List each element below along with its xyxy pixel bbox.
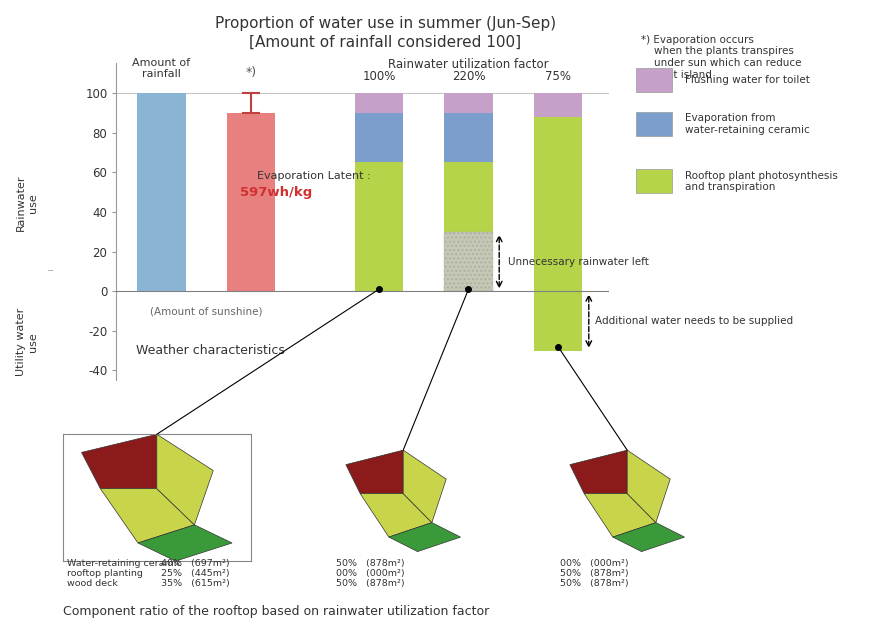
Polygon shape bbox=[627, 450, 670, 522]
Text: Proportion of water use in summer (Jun-Sep): Proportion of water use in summer (Jun-S… bbox=[215, 16, 556, 31]
Text: Utility water
use: Utility water use bbox=[16, 308, 38, 377]
Bar bbox=[444, 93, 493, 113]
Text: ─: ─ bbox=[47, 265, 52, 274]
Polygon shape bbox=[157, 434, 213, 525]
Text: *) Evaporation occurs
    when the plants transpires
    under sun which can red: *) Evaporation occurs when the plants tr… bbox=[641, 35, 801, 80]
Text: *): *) bbox=[246, 66, 256, 79]
Text: 75%: 75% bbox=[545, 70, 571, 83]
Text: rooftop planting: rooftop planting bbox=[67, 569, 143, 578]
Polygon shape bbox=[570, 450, 627, 494]
Bar bbox=[355, 162, 403, 291]
Bar bbox=[444, 232, 493, 291]
Text: 50%   (878m²): 50% (878m²) bbox=[336, 559, 405, 567]
Text: Evaporation Latent :: Evaporation Latent : bbox=[257, 171, 371, 181]
Polygon shape bbox=[360, 494, 432, 537]
Text: Component ratio of the rooftop based on rainwater utilization factor: Component ratio of the rooftop based on … bbox=[63, 605, 489, 618]
Bar bbox=[534, 117, 582, 291]
Polygon shape bbox=[138, 525, 232, 561]
Text: 25%   (445m²): 25% (445m²) bbox=[161, 569, 230, 578]
Polygon shape bbox=[82, 434, 157, 489]
Text: 220%: 220% bbox=[452, 70, 486, 83]
Text: (Amount of sunshine): (Amount of sunshine) bbox=[150, 306, 263, 316]
Text: Weather characteristics: Weather characteristics bbox=[135, 344, 285, 357]
Text: Flushing water for toilet: Flushing water for toilet bbox=[685, 75, 810, 85]
Polygon shape bbox=[403, 450, 446, 522]
Bar bbox=[355, 113, 403, 162]
Bar bbox=[444, 162, 493, 291]
Text: wood deck: wood deck bbox=[67, 579, 118, 588]
Polygon shape bbox=[613, 522, 685, 552]
Text: Rainwater utilization factor: Rainwater utilization factor bbox=[388, 58, 548, 71]
Bar bbox=[227, 113, 275, 291]
Bar bbox=[444, 113, 493, 162]
Polygon shape bbox=[100, 489, 194, 543]
Bar bbox=[137, 93, 185, 291]
Polygon shape bbox=[346, 450, 403, 494]
Text: 00%   (000m²): 00% (000m²) bbox=[336, 569, 405, 578]
Text: 100%: 100% bbox=[362, 70, 395, 83]
Text: 50%   (878m²): 50% (878m²) bbox=[560, 579, 629, 588]
Text: 50%   (878m²): 50% (878m²) bbox=[560, 569, 629, 578]
Bar bbox=[355, 93, 403, 113]
Text: 597wh/kg: 597wh/kg bbox=[240, 186, 313, 198]
Text: 00%   (000m²): 00% (000m²) bbox=[560, 559, 629, 567]
Text: [Amount of rainfall considered 100]: [Amount of rainfall considered 100] bbox=[249, 35, 521, 50]
Text: Rooftop plant photosynthesis
and transpiration: Rooftop plant photosynthesis and transpi… bbox=[685, 171, 839, 192]
Text: Water-retaining ceramic: Water-retaining ceramic bbox=[67, 559, 182, 567]
Text: Amount of
rainfall: Amount of rainfall bbox=[133, 58, 190, 79]
Polygon shape bbox=[389, 522, 461, 552]
Text: Evaporation from
water-retaining ceramic: Evaporation from water-retaining ceramic bbox=[685, 113, 810, 135]
Bar bbox=[534, 93, 582, 117]
Polygon shape bbox=[584, 494, 656, 537]
Text: 35%   (615m²): 35% (615m²) bbox=[161, 579, 230, 588]
Text: 50%   (878m²): 50% (878m²) bbox=[336, 579, 405, 588]
Bar bbox=[534, 291, 582, 351]
Text: Additional water needs to be supplied: Additional water needs to be supplied bbox=[595, 316, 793, 326]
Text: Unnecessary rainwater left: Unnecessary rainwater left bbox=[508, 257, 649, 266]
Text: 40%   (697m²): 40% (697m²) bbox=[161, 559, 230, 567]
Text: Rainwater
use: Rainwater use bbox=[16, 174, 38, 231]
